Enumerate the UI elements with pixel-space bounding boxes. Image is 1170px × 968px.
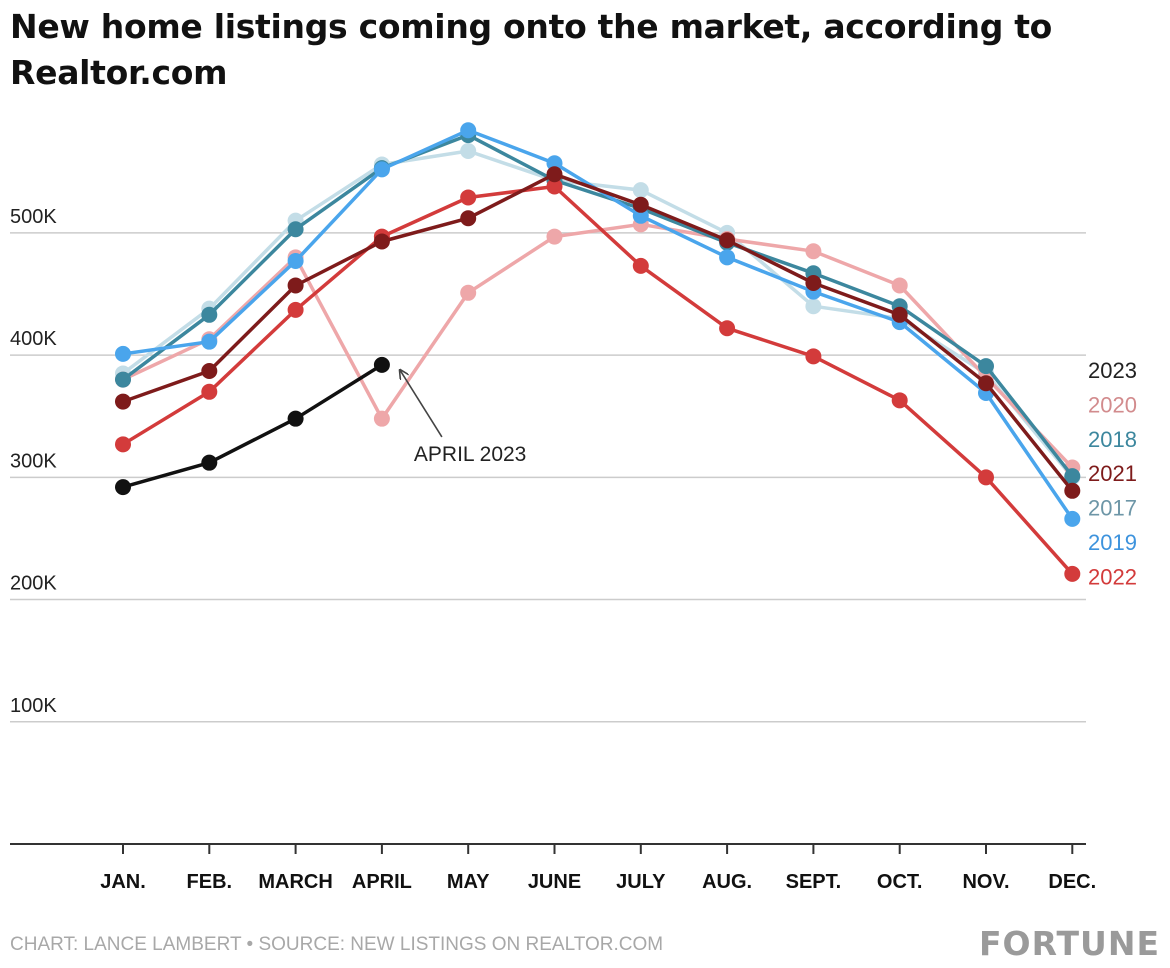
y-tick-label: 100K — [10, 695, 57, 717]
data-point-2022-july — [632, 257, 649, 274]
data-point-2019-aug — [719, 249, 736, 266]
x-tick-label-aug: AUG. — [702, 871, 752, 893]
x-tick-label-march: MARCH — [258, 871, 332, 893]
data-point-2021-aug — [719, 232, 736, 249]
data-point-2022-feb — [201, 383, 218, 400]
data-point-2022-oct — [891, 392, 908, 409]
data-point-2020-june — [546, 228, 563, 245]
data-point-2023-jan — [115, 479, 131, 496]
series-2023 — [115, 356, 390, 496]
end-label-2022: 2022 — [1088, 564, 1137, 589]
data-point-2019-july — [632, 207, 649, 224]
x-tick-label-feb: FEB. — [187, 871, 233, 893]
data-point-2017-sept — [805, 298, 822, 315]
x-tick-label-jan: JAN. — [100, 871, 146, 893]
end-label-2021: 2021 — [1088, 461, 1137, 486]
series-lines — [115, 122, 1081, 582]
data-point-2020-sept — [805, 243, 822, 260]
data-point-2019-march — [287, 253, 304, 270]
data-point-2021-jan — [115, 393, 131, 410]
data-point-2021-nov — [978, 375, 994, 392]
annotation: APRIL 2023 — [400, 370, 526, 466]
data-point-2018-feb — [201, 306, 218, 323]
data-point-2018-jan — [115, 371, 131, 388]
data-point-2022-dec — [1064, 565, 1081, 582]
data-point-2021-feb — [201, 363, 218, 380]
data-point-2021-may — [460, 210, 477, 227]
gridlines — [10, 232, 1086, 723]
series-line-2022 — [121, 184, 1075, 576]
x-tick-label-nov: NOV. — [962, 871, 1009, 893]
data-point-2021-oct — [891, 306, 908, 323]
data-point-2019-feb — [201, 333, 218, 350]
x-axis — [10, 843, 1086, 854]
series-line-2018 — [121, 133, 1075, 478]
x-tick-label-dec: DEC. — [1048, 871, 1096, 893]
data-point-2020-oct — [891, 277, 908, 294]
data-point-2023-april — [373, 356, 390, 373]
y-tick-label: 500K — [10, 206, 57, 228]
end-label-2019: 2019 — [1088, 530, 1137, 555]
data-point-2019-april — [373, 161, 390, 178]
data-point-2021-dec — [1064, 482, 1081, 499]
end-label-2020: 2020 — [1088, 392, 1137, 417]
data-point-2020-april — [373, 410, 390, 427]
chart-title: New home listings coming onto the market… — [10, 7, 1053, 92]
data-point-2022-nov — [978, 469, 994, 486]
annotation-arrow — [400, 370, 443, 438]
end-label-2017: 2017 — [1088, 496, 1137, 521]
data-point-2021-sept — [805, 275, 822, 292]
x-tick-label-april: APRIL — [352, 871, 412, 893]
y-tick-label: 200K — [10, 573, 57, 595]
y-axis-tick-labels: 100K 200K 300K 400K 500K — [10, 206, 57, 717]
data-point-2022-sept — [805, 348, 822, 365]
data-point-2021-april — [373, 233, 390, 250]
end-label-2018: 2018 — [1088, 427, 1137, 452]
data-point-2021-july — [632, 196, 649, 213]
series-2022 — [115, 178, 1081, 582]
x-tick-label-june: JUNE — [528, 871, 581, 893]
data-point-2022-march — [287, 301, 304, 318]
x-tick-label-may: MAY — [447, 871, 490, 893]
series-line-2020 — [121, 222, 1075, 470]
data-point-2019-dec — [1064, 510, 1081, 527]
data-point-2017-july — [632, 182, 649, 199]
data-point-2020-may — [460, 284, 477, 301]
data-point-2017-may — [460, 143, 477, 160]
series-line-2021 — [121, 172, 1075, 493]
data-point-2018-dec — [1064, 468, 1081, 485]
data-point-2023-feb — [201, 454, 218, 471]
data-point-2022-june — [546, 178, 563, 195]
y-tick-label: 400K — [10, 328, 57, 350]
data-point-2022-may — [460, 189, 477, 206]
x-tick-label-july: JULY — [616, 871, 666, 893]
data-point-2018-march — [287, 221, 304, 238]
series-line-2023 — [121, 363, 384, 489]
series-2021 — [115, 166, 1081, 499]
data-point-2022-aug — [719, 320, 736, 337]
end-label-2023: 2023 — [1088, 358, 1137, 383]
data-point-2018-nov — [978, 358, 994, 375]
data-point-2021-march — [287, 277, 304, 294]
data-point-2019-may — [460, 122, 477, 139]
data-point-2022-jan — [115, 436, 131, 453]
data-point-2023-march — [287, 410, 304, 427]
x-axis-tick-labels: JAN. FEB. MARCH APRIL MAY JUNE JULY AUG. SEPT. OC… — [100, 871, 1096, 893]
x-tick-label-oct: OCT. — [877, 871, 923, 893]
data-point-2019-june — [546, 155, 563, 172]
y-tick-label: 300K — [10, 450, 57, 472]
source-credit: CHART: LANCE LAMBERT • SOURCE: NEW LISTI… — [10, 934, 664, 955]
annotation-label: APRIL 2023 — [414, 443, 526, 466]
x-tick-label-sept: SEPT. — [786, 871, 842, 893]
series-end-labels: 2023 2020 2018 2021 2017 2019 2022 — [1088, 358, 1137, 589]
data-point-2021-june — [546, 166, 563, 183]
data-point-2019-jan — [115, 345, 131, 362]
brand-logo: FORTUNE — [979, 924, 1160, 963]
